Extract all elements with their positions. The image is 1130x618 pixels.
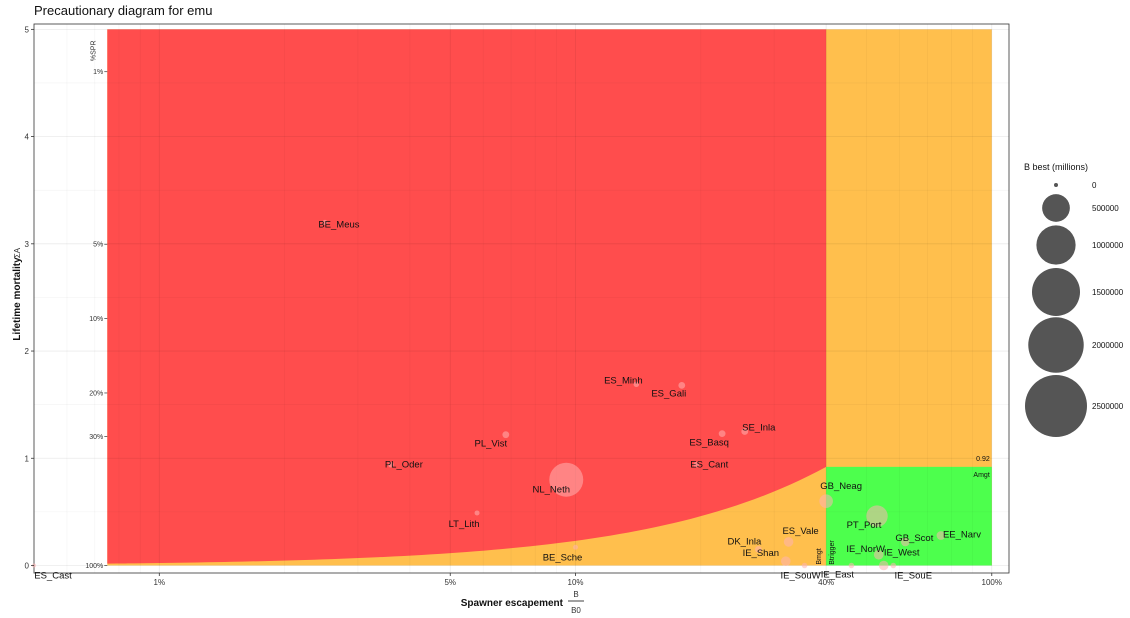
point-label-ie-soue: IE_SouE (895, 570, 933, 581)
legend-key-0 (1054, 183, 1058, 187)
y-tick-label-0: 0 (25, 561, 30, 570)
x-tick-label-100: 100% (982, 578, 1002, 587)
spr-tick-label-5: 5% (93, 242, 103, 249)
point-label-dk-inla: DK_Inla (727, 536, 762, 547)
point-label-ie-norw: IE_NorW (846, 544, 885, 555)
y-tick-label-2: 2 (25, 347, 30, 356)
point-label-lt-lith: LT_Lith (449, 519, 480, 530)
y-tick-label-5: 5 (25, 25, 30, 34)
y-tick-label-1: 1 (25, 454, 30, 463)
chart-title: Precautionary diagram for emu (34, 3, 212, 18)
point-label-es-cant: ES_Cant (690, 460, 728, 471)
legend-label-2500000: 2500000 (1092, 402, 1124, 411)
point-label-nl-neth: NL_Neth (533, 485, 571, 496)
legend-key-1500000 (1032, 268, 1080, 316)
spr-tick-label-30: 30% (89, 434, 103, 441)
point-label-es-cast: ES_Cast (34, 570, 72, 581)
point-label-gb-scot: GB_Scot (895, 533, 933, 544)
point-label-pl-oder: PL_Oder (385, 460, 423, 471)
point-es-basq (719, 430, 726, 437)
x-axis-fraction-numerator: B (573, 590, 578, 599)
bmgt-label: Bmgt (816, 548, 823, 564)
legend-title: B best (millions) (1024, 162, 1088, 172)
x-tick-label-5: 5% (444, 578, 456, 587)
y-tick-label-3: 3 (25, 240, 30, 249)
x-tick-label-1: 1% (154, 578, 166, 587)
legend-label-1000000: 1000000 (1092, 241, 1124, 250)
point-ie-shan (781, 556, 791, 566)
legend-label-0: 0 (1092, 181, 1097, 190)
amgt-label: Amgt (973, 472, 989, 479)
spr-tick-label-1: 1% (93, 69, 103, 76)
point-ie-souw (802, 563, 808, 569)
point-label-gb-neag: GB_Neag (820, 481, 862, 492)
legend-label-500000: 500000 (1092, 204, 1119, 213)
y-tick-label-4: 4 (25, 133, 30, 142)
point-label-es-basq: ES_Basq (689, 438, 729, 449)
point-label-ee-narv: EE_Narv (943, 529, 981, 540)
y-axis-symbol: ΣA (13, 247, 22, 258)
point-label-es-vale: ES_Vale (782, 526, 818, 537)
legend-label-2000000: 2000000 (1092, 341, 1124, 350)
legend-key-500000 (1042, 194, 1070, 222)
legend-key-2000000 (1028, 317, 1083, 372)
y-axis-title: Lifetime mortality (12, 257, 23, 341)
spr-tick-label-100: 100% (85, 563, 103, 570)
legend-key-2500000 (1025, 375, 1087, 437)
point-label-se-inla: SE_Inla (742, 422, 776, 433)
point-label-ie-souw: IE_SouW (780, 570, 820, 581)
point-ie-soue (891, 563, 897, 569)
point-label-pl-vist: PL_Vist (475, 439, 508, 450)
x-tick-label-40: 40% (818, 578, 834, 587)
x-axis: 1% 5% 10% 40% 100% Spawner escapement B B0 (154, 573, 1002, 615)
point-es-vale (784, 537, 794, 547)
x-tick-label-10: 10% (568, 578, 584, 587)
point-pl-vist (502, 431, 509, 438)
point-label-es-minh: ES_Minh (604, 375, 643, 386)
amgt-value: 0.92 (976, 456, 990, 463)
point-be-sche (573, 545, 578, 550)
point-label-ie-west: IE_West (884, 547, 920, 558)
spr-tick-label-10: 10% (89, 316, 103, 323)
btrigger-label: Btrigger (829, 540, 836, 565)
spr-tick-label-20: 20% (89, 390, 103, 397)
point-gb-neag (819, 494, 833, 508)
zone-red (107, 29, 826, 563)
point-label-es-gali: ES_Gali (651, 388, 686, 399)
point-lt-lith (475, 510, 480, 515)
point-label-pt-port: PT_Port (847, 520, 882, 531)
point-label-ie-shan: IE_Shan (743, 548, 779, 559)
point-label-be-sche: BE_Sche (543, 552, 583, 563)
point-label-be-meus: BE_Meus (318, 219, 359, 230)
x-axis-title: Spawner escapement (461, 598, 564, 609)
spr-axis-title: %SPR (90, 40, 97, 61)
point-ie-west (879, 561, 889, 571)
point-ie-east (849, 563, 855, 569)
legend-key-1000000 (1036, 225, 1075, 264)
x-axis-fraction-denominator: B0 (571, 606, 581, 615)
legend-label-1500000: 1500000 (1092, 288, 1124, 297)
legend: B best (millions) 0 500000 1000000 1500000 20… (1024, 162, 1124, 437)
